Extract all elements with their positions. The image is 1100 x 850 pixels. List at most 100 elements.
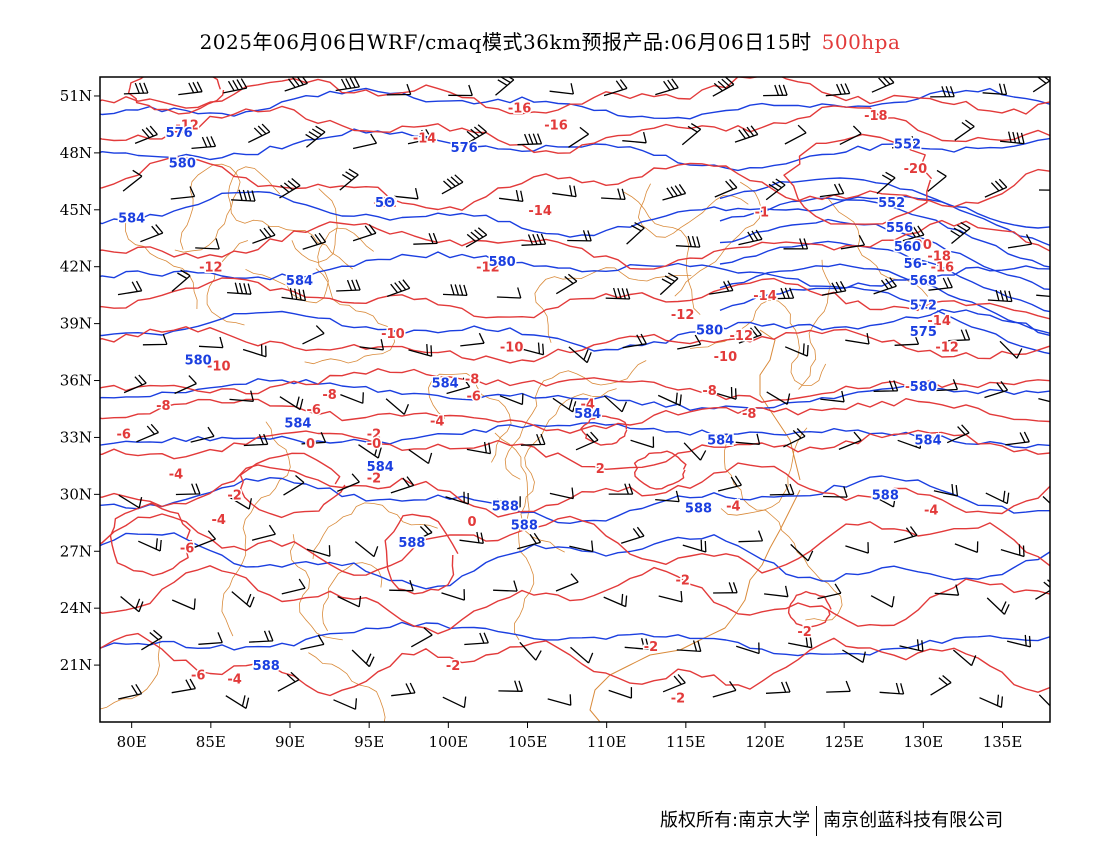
height-contour	[719, 263, 1050, 335]
wind-barb	[709, 280, 734, 295]
height-label: 584	[284, 416, 311, 431]
height-label: 584	[707, 433, 734, 448]
wind-barb	[738, 229, 763, 246]
temperature-label: -14	[413, 132, 437, 147]
height-contour	[100, 308, 1050, 352]
wind-barb	[284, 77, 309, 92]
wind-barb	[817, 583, 842, 600]
wind-barb	[839, 125, 862, 145]
wind-barb	[225, 695, 250, 709]
wind-barb	[928, 277, 953, 291]
y-tick-label: 42N	[60, 258, 92, 276]
wind-barb	[410, 627, 433, 648]
wind-barb	[734, 125, 759, 143]
wind-barb	[555, 273, 578, 295]
coastline	[759, 329, 801, 481]
wind-barb	[876, 171, 896, 195]
y-tick-label: 21N	[60, 656, 92, 674]
wind-barb	[277, 671, 300, 692]
wind-barb	[821, 280, 847, 296]
wind-barb	[448, 84, 473, 97]
temperature-label: 2	[596, 462, 605, 477]
wind-barb	[826, 680, 851, 693]
wind-barb	[735, 433, 761, 446]
height-label: 588	[872, 488, 899, 503]
temperature-label: -10	[500, 340, 524, 355]
wind-barb	[1061, 527, 1084, 543]
wind-barb	[659, 272, 679, 296]
wind-barb	[171, 598, 196, 611]
wind-barb	[498, 680, 524, 692]
wind-barb	[1000, 544, 1025, 558]
boundary-line	[221, 421, 291, 637]
wind-barb	[120, 596, 144, 613]
wind-barb	[140, 224, 164, 243]
wind-barb	[441, 589, 466, 601]
wind-barb	[603, 593, 628, 608]
wind-barb	[1042, 496, 1050, 505]
temperature-label: -8	[702, 384, 716, 399]
wind-barb	[305, 125, 326, 148]
wind-barb	[736, 642, 760, 655]
temperature-contour	[580, 415, 628, 446]
wind-barb	[123, 82, 149, 95]
wind-barb	[408, 449, 433, 465]
height-label: 576	[166, 126, 193, 141]
temperature-label: -2	[675, 574, 689, 589]
temperature-label: -2	[367, 471, 381, 486]
height-contour	[100, 378, 1050, 411]
temperature-contour	[633, 450, 687, 490]
wind-barb	[190, 426, 215, 443]
wind-barb	[497, 496, 521, 508]
wind-barb	[442, 696, 467, 709]
wind-barb	[391, 682, 416, 697]
wind-barb	[603, 395, 627, 413]
wind-barb	[626, 222, 645, 245]
wind-barb	[575, 431, 599, 451]
boundary-line	[724, 433, 843, 621]
height-label: 580	[169, 156, 196, 171]
wind-barb	[229, 390, 255, 402]
wind-barb	[825, 83, 851, 97]
wind-barb	[389, 580, 414, 592]
wind-barb	[655, 78, 679, 96]
wind-barb	[386, 279, 411, 298]
temperature-contour	[100, 429, 1050, 470]
map-frame	[99, 76, 1051, 723]
height-label: 580	[185, 354, 212, 369]
wind-barb	[283, 475, 305, 496]
wind-barb	[198, 632, 223, 645]
wind-barb	[982, 83, 1008, 96]
height-contour	[719, 218, 1050, 291]
wind-barb	[123, 374, 147, 394]
wind-barb	[171, 678, 196, 694]
temperature-contour	[100, 77, 1050, 115]
wind-barb	[738, 325, 762, 344]
wind-barb	[351, 649, 375, 668]
wind-barb	[231, 189, 256, 202]
height-label: 584	[286, 274, 313, 289]
wind-barb	[337, 595, 362, 608]
wind-barb	[142, 333, 168, 346]
x-tick-label: 80E	[117, 733, 147, 751]
x-tick-label: 95E	[354, 733, 384, 751]
wind-barb	[281, 578, 306, 595]
wind-barb	[549, 487, 574, 500]
height-label: 560	[894, 240, 921, 255]
height-label: 56-	[904, 257, 928, 272]
boundary-line	[174, 163, 241, 253]
boundary-line	[322, 562, 383, 632]
wind-barb	[601, 188, 626, 201]
temperature-label: -8	[322, 388, 336, 403]
wind-barb	[459, 531, 484, 545]
wind-barb	[117, 280, 143, 296]
height-label: 575	[910, 325, 937, 340]
wind-barb	[1038, 397, 1050, 403]
temperature-contour	[100, 632, 1050, 697]
boundary-line	[827, 197, 929, 297]
wind-barb	[464, 632, 489, 646]
wind-barb	[570, 646, 594, 664]
wind-barb	[499, 393, 524, 406]
wind-barb	[790, 543, 814, 562]
height-label: 556	[886, 221, 913, 236]
